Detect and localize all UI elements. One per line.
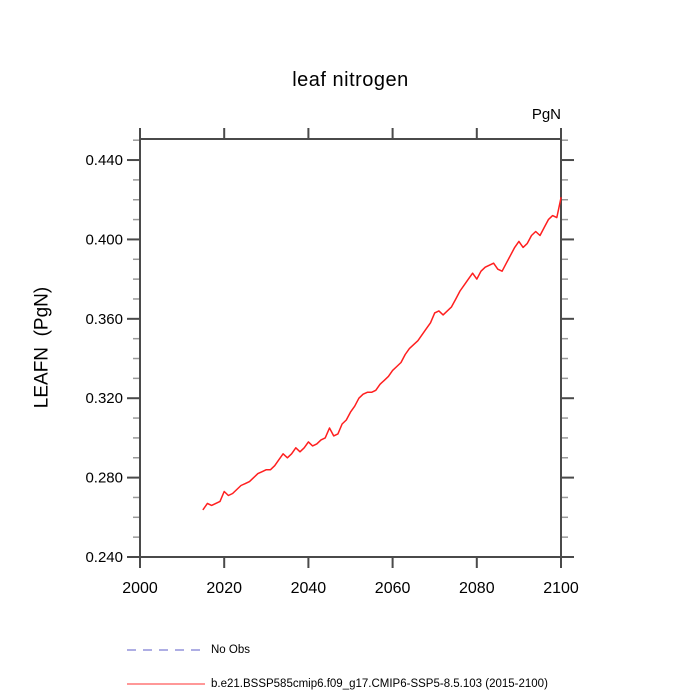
chart-title: leaf nitrogen bbox=[292, 69, 409, 91]
legend-label-series: b.e21.BSSP585cmip6.f09_g17.CMIP6-SSP5-8.… bbox=[211, 678, 548, 690]
y-tick-label: 0.440 bbox=[85, 152, 123, 169]
minor-ticks bbox=[133, 139, 568, 538]
x-tick-label: 2040 bbox=[291, 580, 327, 597]
y-tick-label: 0.320 bbox=[85, 390, 123, 407]
legend-line-no-obs bbox=[127, 649, 201, 651]
x-tick-label: 2060 bbox=[375, 580, 411, 597]
plot-border bbox=[139, 138, 562, 558]
y-tick-label: 0.240 bbox=[85, 549, 123, 566]
legend-label-no-obs: No Obs bbox=[211, 644, 250, 656]
y-tick-label: 0.360 bbox=[85, 311, 123, 328]
tick-labels: 2000 2020 2040 2060 2080 2100 0.240 0.280 0.320 0… bbox=[85, 152, 578, 597]
plot-frame bbox=[139, 138, 562, 558]
major-ticks bbox=[127, 128, 574, 568]
x-tick-label: 2000 bbox=[122, 580, 158, 597]
series-curve bbox=[202, 197, 562, 511]
x-tick-label: 2080 bbox=[459, 580, 495, 597]
x-tick-label: 2100 bbox=[543, 580, 579, 597]
legend-line-series bbox=[127, 683, 205, 685]
units-label: PgN bbox=[531, 106, 561, 123]
data-curve bbox=[202, 197, 562, 511]
y-tick-label: 0.400 bbox=[85, 231, 123, 248]
x-tick-label: 2020 bbox=[206, 580, 242, 597]
y-tick-label: 0.280 bbox=[85, 470, 123, 487]
